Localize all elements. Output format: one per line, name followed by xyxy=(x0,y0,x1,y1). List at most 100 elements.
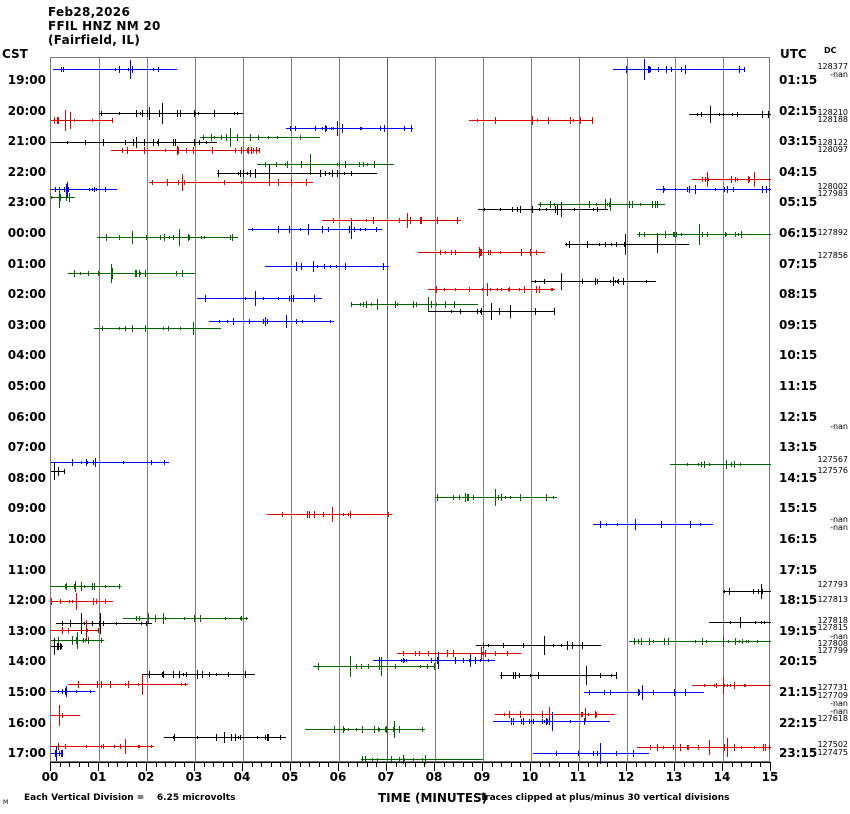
trace-sample-spike xyxy=(248,147,249,154)
seismic-trace xyxy=(199,128,320,147)
dc-value: 127983 xyxy=(817,189,848,198)
trace-sample-spike xyxy=(728,640,730,643)
trace-sample-spike xyxy=(713,684,715,687)
cst-hour-label-2100: 21:00 xyxy=(7,134,46,149)
trace-sample-spike xyxy=(165,149,166,152)
trace-sample-spike xyxy=(256,147,257,154)
cst-hour-label-0800: 08:00 xyxy=(7,470,46,485)
trace-sample-spike xyxy=(58,637,59,644)
trace-event-spike xyxy=(753,172,755,187)
cst-hour-label-2200: 22:00 xyxy=(7,164,46,179)
trace-event-spike xyxy=(111,268,113,279)
trace-sample-spike xyxy=(675,232,677,237)
trace-sample-spike xyxy=(707,178,709,181)
trace-sample-spike xyxy=(633,750,635,757)
trace-sample-spike xyxy=(351,302,352,307)
trace-sample-spike xyxy=(726,684,728,687)
trace-event-spike xyxy=(407,213,409,228)
trace-sample-spike xyxy=(702,638,704,645)
x-axis-minor-tick xyxy=(280,762,281,767)
trace-sample-spike xyxy=(740,231,742,238)
trace-sample-spike xyxy=(680,67,682,72)
trace-sample-spike xyxy=(172,736,174,739)
trace-sample-spike xyxy=(436,303,437,306)
trace-sample-spike xyxy=(500,208,502,211)
trace-sample-spike xyxy=(364,228,366,231)
seismic-trace xyxy=(670,460,771,469)
trace-sample-spike xyxy=(366,301,367,308)
trace-sample-spike xyxy=(734,177,736,182)
seismic-trace xyxy=(96,229,239,246)
cst-hour-label-1900: 19:00 xyxy=(7,73,46,87)
trace-sample-spike xyxy=(379,728,381,731)
trace-sample-spike xyxy=(200,615,201,622)
trace-sample-spike xyxy=(87,461,88,464)
trace-sample-spike xyxy=(529,674,531,677)
trace-sample-spike xyxy=(105,599,106,604)
trace-sample-spike xyxy=(60,643,61,650)
x-axis-major-tick xyxy=(242,762,243,771)
grid-line-minute-02 xyxy=(147,58,148,761)
trace-sample-spike xyxy=(583,718,585,725)
seismic-trace xyxy=(51,620,99,641)
utc-hour-label-1115: 11:15 xyxy=(779,379,818,393)
dc-value: 128122 xyxy=(817,138,848,147)
dc-value: 127576 xyxy=(817,466,848,475)
trace-event-spike xyxy=(561,273,562,290)
dc-value: 127709 xyxy=(817,691,848,700)
trace-sample-spike xyxy=(366,219,368,222)
trace-sample-spike xyxy=(512,207,514,212)
cst-hour-label-1300: 13:00 xyxy=(7,623,46,638)
grid-line-minute-11 xyxy=(579,58,580,761)
trace-sample-spike xyxy=(522,643,524,648)
trace-sample-spike xyxy=(610,674,612,677)
trace-sample-spike xyxy=(245,297,247,300)
trace-sample-spike xyxy=(476,309,478,314)
trace-sample-spike xyxy=(498,308,500,315)
x-axis-tick-label-00: 00 xyxy=(41,770,59,784)
x-axis-minor-tick xyxy=(693,762,694,767)
trace-sample-spike xyxy=(210,134,212,141)
trace-sample-spike xyxy=(744,684,746,687)
utc-hour-label-0815: 08:15 xyxy=(779,287,818,302)
trace-sample-spike xyxy=(343,172,345,175)
trace-sample-spike xyxy=(543,720,545,723)
trace-sample-spike xyxy=(662,186,664,193)
trace-event-spike xyxy=(722,677,724,694)
x-axis-minor-tick xyxy=(108,762,109,767)
trace-sample-spike xyxy=(455,250,457,255)
cst-hour-label-0300: 03:00 xyxy=(7,317,46,332)
trace-sample-spike xyxy=(76,690,77,693)
trace-sample-spike xyxy=(168,326,170,331)
seismic-trace xyxy=(691,677,771,694)
utc-hour-label-0215: 02:15 xyxy=(779,103,818,118)
trace-sample-spike xyxy=(220,135,222,140)
trace-sample-spike xyxy=(61,67,63,72)
trace-sample-spike xyxy=(393,727,395,732)
trace-sample-spike xyxy=(72,459,73,466)
trace-sample-spike xyxy=(623,242,625,247)
trace-event-spike xyxy=(495,489,496,506)
trace-sample-spike xyxy=(768,188,770,191)
trace-sample-spike xyxy=(457,217,459,224)
trace-sample-spike xyxy=(520,711,521,718)
seismic-trace xyxy=(478,202,608,217)
trace-sample-spike xyxy=(367,163,369,166)
trace-event-spike xyxy=(332,507,333,522)
seismic-trace xyxy=(51,705,80,726)
x-axis-minor-tick xyxy=(492,762,493,767)
trace-sample-spike xyxy=(91,621,93,626)
seismic-trace xyxy=(67,264,195,283)
trace-event-spike xyxy=(531,116,533,125)
trace-sample-spike xyxy=(67,141,68,144)
plot-header: Feb28,2026 FFIL HNZ NM 20 (Fairfield, IL… xyxy=(48,5,161,47)
seismic-trace xyxy=(360,755,483,764)
trace-sample-spike xyxy=(256,736,258,739)
trace-event-spike xyxy=(295,262,297,271)
trace-sample-spike xyxy=(512,718,514,725)
trace-sample-spike xyxy=(454,288,456,291)
helicorder-plot[interactable] xyxy=(50,57,771,764)
trace-event-spike xyxy=(380,657,382,676)
trace-event-spike xyxy=(182,174,184,191)
trace-sample-spike xyxy=(380,126,382,131)
